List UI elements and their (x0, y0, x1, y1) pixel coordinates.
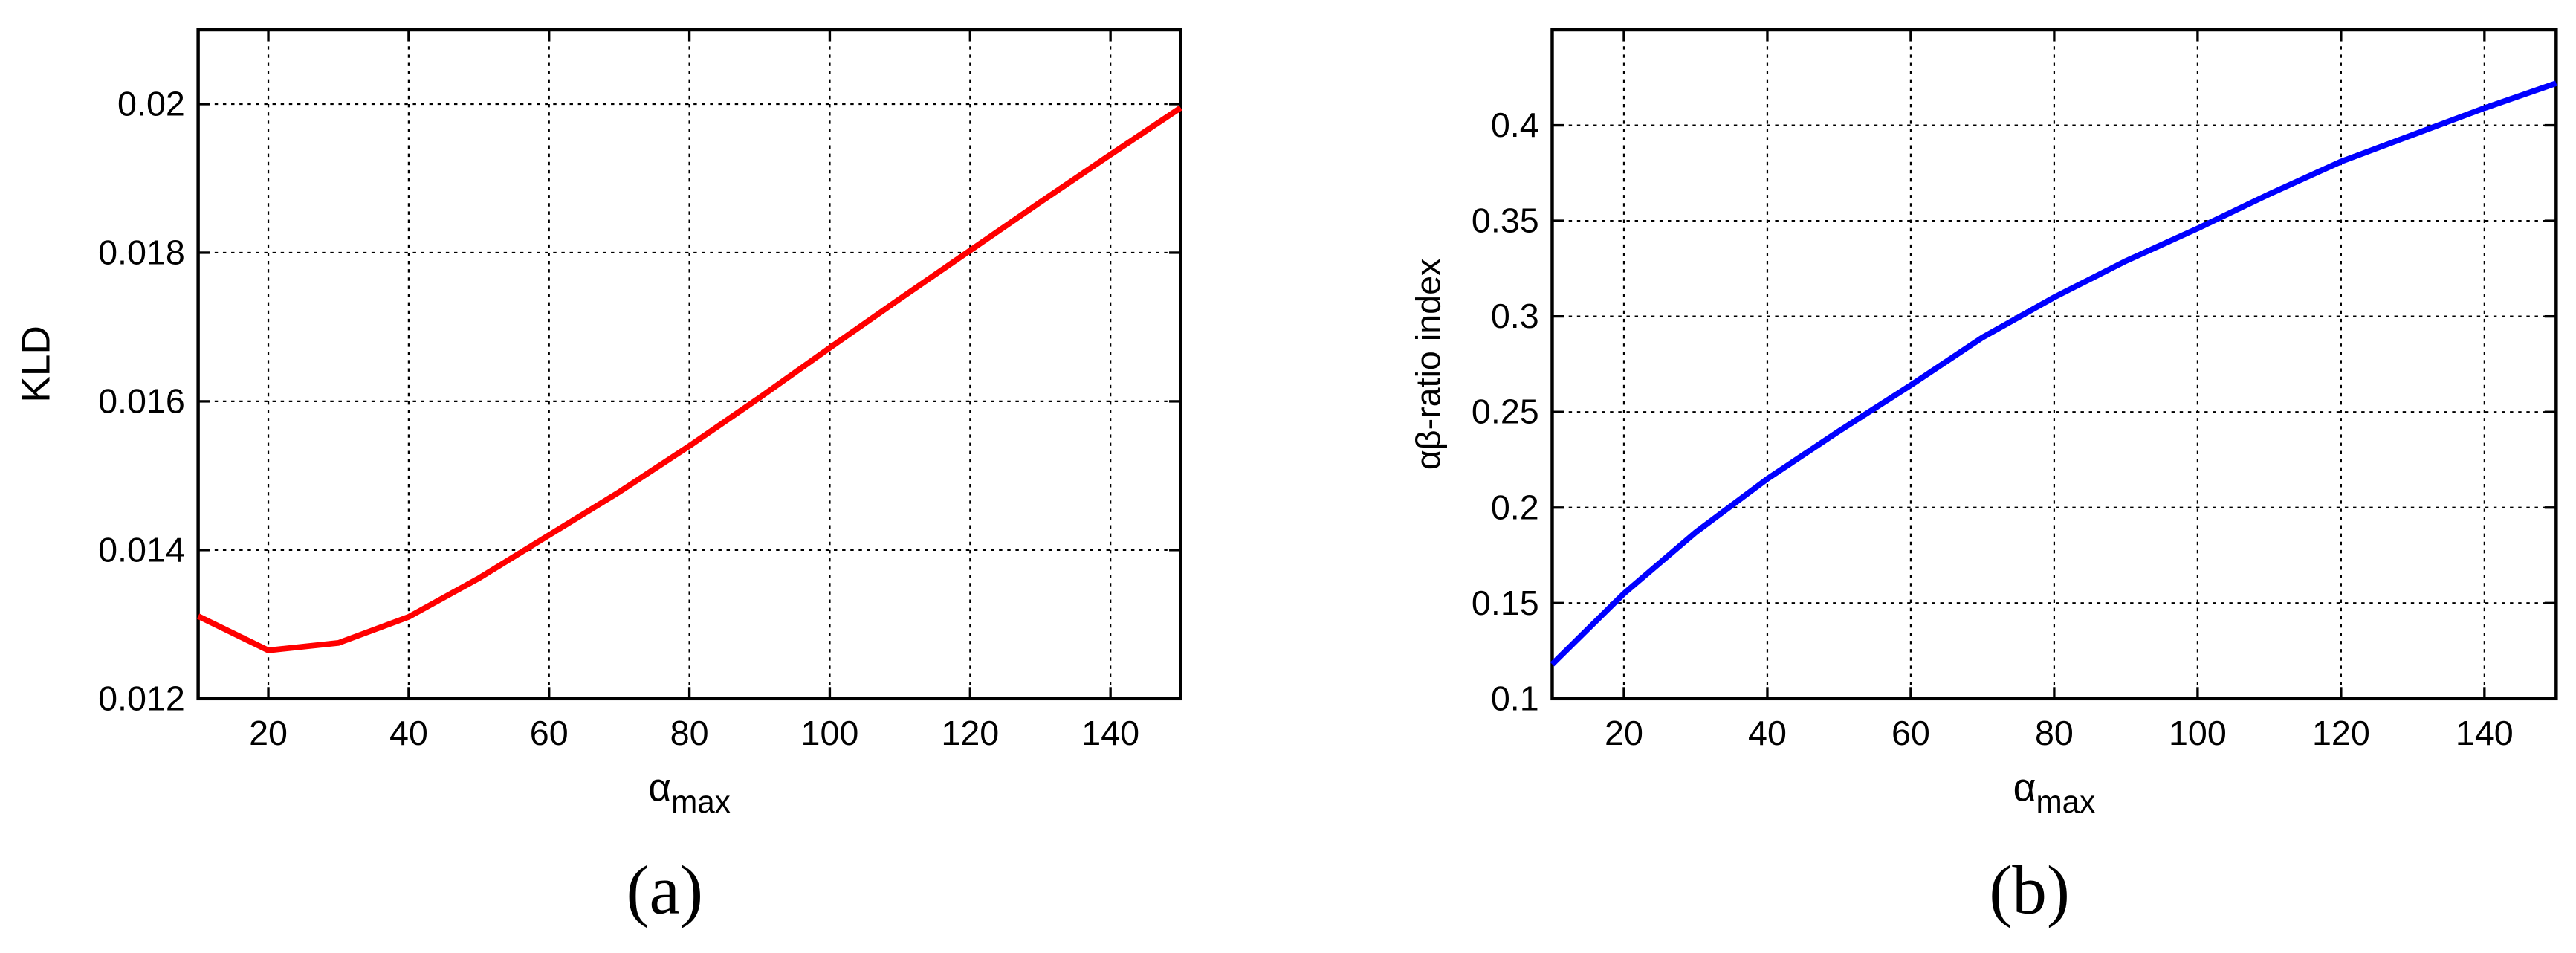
y-axis-label: KLD (15, 326, 59, 403)
plot-frame (1550, 28, 2558, 701)
x-axis-label-base: α (648, 766, 671, 810)
y-tick-label: 0.1 (1491, 679, 1539, 717)
y-tick-label: 0.2 (1491, 488, 1539, 526)
y-tick-label: 0.3 (1491, 297, 1539, 335)
x-tick-label: 40 (1748, 714, 1787, 752)
y-tick-label: 0.4 (1491, 106, 1539, 144)
y-tick-label: 0.014 (98, 530, 185, 569)
y-tick-label: 0.35 (1472, 201, 1539, 240)
x-axis-label-sub: max (671, 784, 731, 819)
x-tick-label: 60 (530, 714, 569, 752)
y-tick-label: 0.018 (98, 233, 185, 271)
x-tick-label: 100 (801, 714, 859, 752)
y-axis-label: αβ-ratio index (1408, 259, 1447, 471)
x-tick-label: 120 (2312, 714, 2370, 752)
x-tick-label: 80 (670, 714, 709, 752)
x-tick-label: 40 (389, 714, 428, 752)
y-tick-label: 0.15 (1472, 584, 1539, 622)
x-tick-label: 140 (2456, 714, 2514, 752)
plot-frame (196, 28, 1182, 701)
x-axis-label: αmax (2013, 766, 2096, 820)
x-tick-label: 20 (249, 714, 288, 752)
x-axis-label-base: α (2013, 766, 2036, 810)
x-tick-label: 120 (941, 714, 999, 752)
x-tick-label: 80 (2035, 714, 2074, 752)
x-tick-label: 20 (1605, 714, 1643, 752)
x-tick-label: 140 (1081, 714, 1139, 752)
x-axis-label-sub: max (2036, 784, 2095, 819)
caption: (b) (1989, 853, 2070, 929)
caption: (a) (626, 853, 703, 929)
y-tick-label: 0.02 (117, 85, 185, 123)
y-tick-label: 0.012 (98, 679, 185, 717)
x-tick-label: 100 (2169, 714, 2227, 752)
x-tick-label: 60 (1891, 714, 1930, 752)
line-series (1550, 80, 2557, 667)
line-series (196, 105, 1182, 653)
x-axis-label: αmax (648, 766, 731, 820)
y-tick-label: 0.016 (98, 381, 185, 420)
y-tick-label: 0.25 (1472, 392, 1539, 431)
